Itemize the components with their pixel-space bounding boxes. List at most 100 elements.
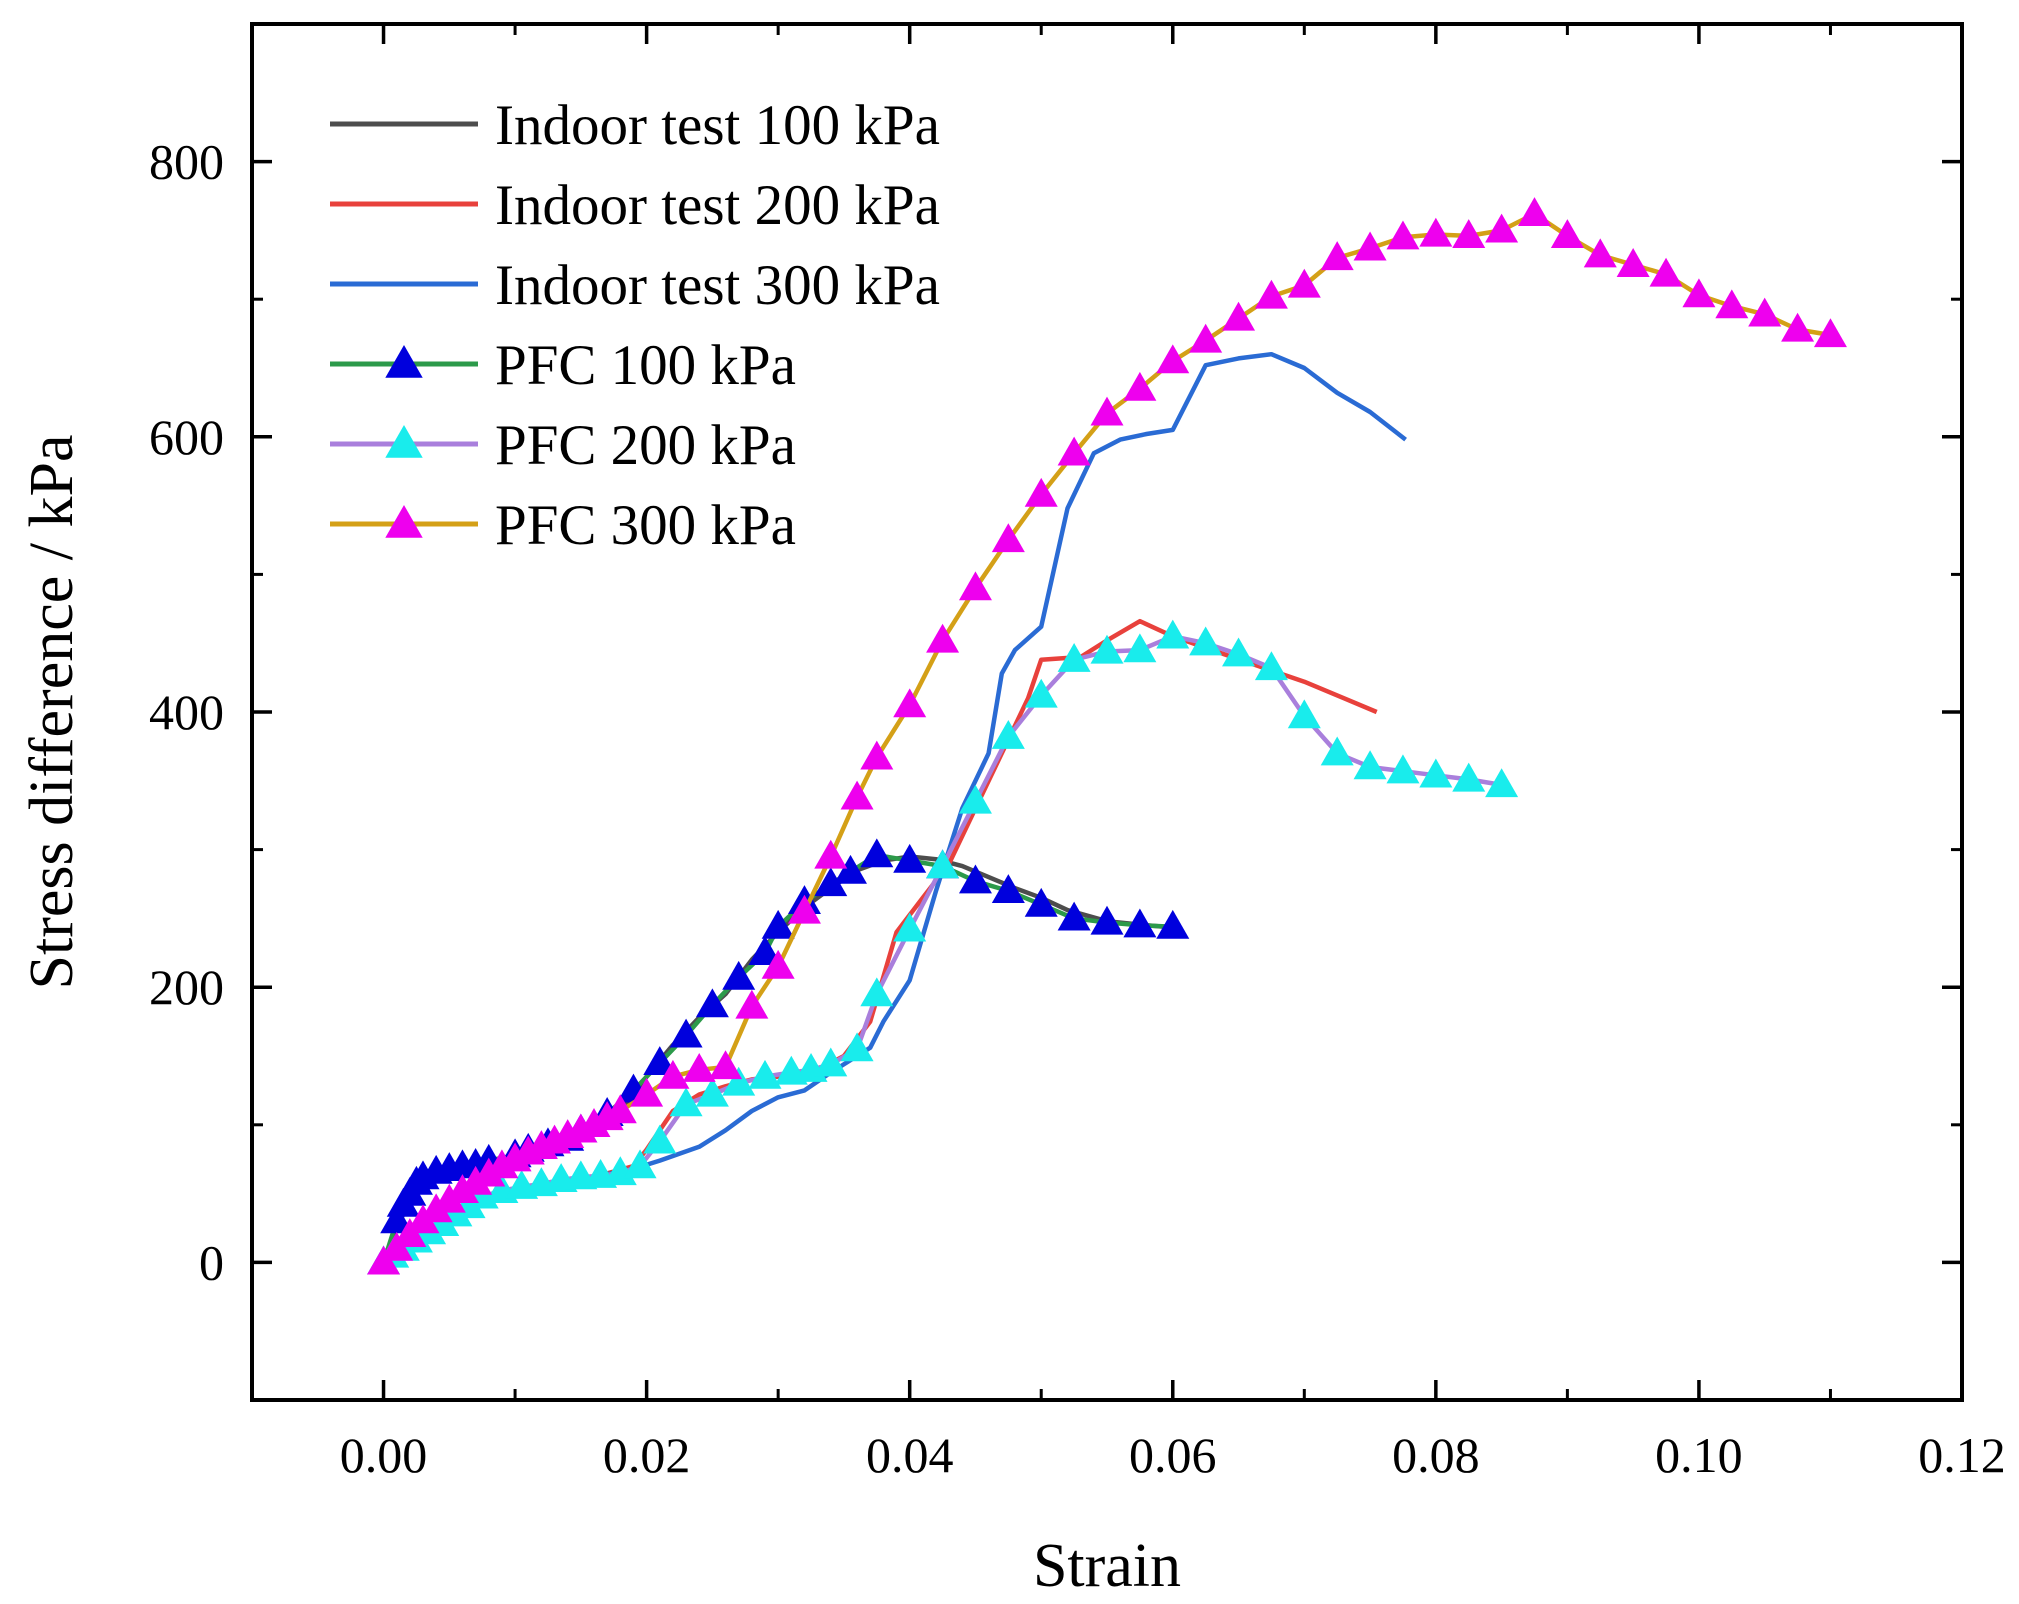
x-tick-label: 0.12 xyxy=(1918,1427,2006,1483)
data-point-marker xyxy=(656,1059,690,1089)
data-point-marker xyxy=(669,1018,703,1048)
data-point-marker xyxy=(1254,651,1288,681)
legend-label: Indoor test 100 kPa xyxy=(495,94,940,157)
data-point-marker xyxy=(814,839,848,869)
legend-swatch-marker xyxy=(385,505,423,538)
data-point-marker xyxy=(1485,768,1519,798)
data-point-marker xyxy=(1320,736,1354,766)
axis-tick-labels: 0.00 0.02 0.04 0.06 0.08 0.10 0.12 0 200 400 600 80… xyxy=(149,134,2006,1483)
data-point-marker xyxy=(1386,220,1420,250)
data-point-marker xyxy=(1320,241,1354,271)
data-point-marker xyxy=(860,977,894,1007)
legend-label: Indoor test 200 kPa xyxy=(495,174,940,237)
data-point-marker xyxy=(1485,213,1519,243)
legend-item: Indoor test 100 kPa xyxy=(330,94,940,157)
series-line xyxy=(382,351,1407,1265)
data-point-marker xyxy=(814,1047,848,1077)
data-point-marker xyxy=(1189,323,1223,353)
data-point-marker xyxy=(1123,633,1157,663)
data-point-marker xyxy=(814,867,848,897)
data-point-marker xyxy=(1156,619,1190,649)
data-point-marker xyxy=(380,1204,414,1234)
y-tick-label: 200 xyxy=(149,959,224,1015)
data-point-marker xyxy=(643,1046,677,1076)
data-point-marker xyxy=(1222,637,1256,667)
data-point-marker xyxy=(1353,231,1387,261)
data-point-marker xyxy=(1452,219,1486,249)
x-tick-label: 0.00 xyxy=(340,1427,428,1483)
data-point-marker xyxy=(1287,699,1321,729)
series-pfc-300-kpa xyxy=(367,197,1847,1275)
legend-item: PFC 100 kPa xyxy=(330,334,796,397)
data-point-marker xyxy=(1518,197,1551,227)
data-point-marker xyxy=(1715,289,1749,319)
data-point-marker xyxy=(958,571,992,601)
legend: Indoor test 100 kPa Indoor test 200 kPa In… xyxy=(330,94,940,557)
x-tick-label: 0.04 xyxy=(866,1427,954,1483)
legend-swatch-marker xyxy=(385,425,423,458)
series-indoor-test-300-kpa xyxy=(382,351,1407,1265)
data-point-marker xyxy=(893,912,927,942)
data-point-marker xyxy=(1156,344,1190,374)
legend-item: PFC 300 kPa xyxy=(330,494,796,557)
data-point-marker xyxy=(682,1053,716,1082)
legend-label: PFC 200 kPa xyxy=(495,414,796,477)
x-axis-title: Strain xyxy=(1033,1532,1181,1600)
data-point-marker xyxy=(695,988,729,1018)
data-point-marker xyxy=(459,1165,493,1195)
data-point-marker xyxy=(958,784,992,814)
data-point-marker xyxy=(1452,762,1486,792)
data-point-marker xyxy=(735,989,769,1019)
data-point-marker xyxy=(1419,758,1453,788)
data-point-marker xyxy=(834,854,867,884)
data-point-marker xyxy=(761,949,795,979)
data-point-marker xyxy=(1353,750,1387,780)
data-point-marker xyxy=(840,780,874,810)
data-point-marker xyxy=(1090,396,1124,426)
data-point-marker xyxy=(1419,217,1453,247)
data-point-marker xyxy=(623,1149,657,1179)
legend-swatch-marker xyxy=(385,345,423,378)
data-point-marker xyxy=(1057,642,1091,672)
y-tick-label: 800 xyxy=(149,134,224,190)
legend-item: PFC 200 kPa xyxy=(330,414,796,477)
data-point-marker xyxy=(1024,678,1058,708)
data-point-marker xyxy=(603,1094,637,1124)
data-point-marker xyxy=(1090,634,1124,664)
data-point-marker xyxy=(1616,248,1650,277)
series-indoor-test-200-kpa xyxy=(382,618,1378,1265)
data-point-marker xyxy=(1189,626,1223,656)
data-point-marker xyxy=(669,1087,703,1117)
data-point-marker xyxy=(1123,371,1157,401)
x-tick-label: 0.06 xyxy=(1129,1427,1217,1483)
data-point-marker xyxy=(926,849,960,879)
data-point-marker xyxy=(695,1077,729,1107)
data-point-marker xyxy=(722,960,756,990)
data-point-marker xyxy=(709,1050,743,1080)
data-point-marker xyxy=(840,1032,874,1062)
data-point-marker xyxy=(1123,908,1157,938)
y-tick-label: 600 xyxy=(149,409,224,465)
data-point-marker xyxy=(1090,905,1124,935)
data-point-marker xyxy=(1386,754,1420,784)
series-pfc-100-kpa xyxy=(367,838,1190,1275)
legend-item: Indoor test 300 kPa xyxy=(330,254,940,317)
x-tick-label: 0.08 xyxy=(1392,1427,1480,1483)
y-tick-label: 400 xyxy=(149,684,224,740)
data-point-marker xyxy=(445,1174,479,1203)
data-point-marker xyxy=(991,874,1025,904)
axis-ticks xyxy=(252,24,1964,1400)
data-point-marker xyxy=(1583,238,1617,268)
data-point-marker xyxy=(991,720,1025,749)
data-point-marker xyxy=(761,909,795,939)
series-line xyxy=(382,618,1378,1265)
x-tick-label: 0.10 xyxy=(1655,1427,1743,1483)
data-point-marker xyxy=(893,688,927,718)
data-point-marker xyxy=(926,623,960,653)
data-point-marker xyxy=(1057,436,1091,466)
data-point-marker xyxy=(748,936,782,965)
data-point-marker xyxy=(1550,219,1584,249)
data-point-marker xyxy=(630,1077,664,1107)
data-point-marker xyxy=(1156,909,1190,939)
data-point-marker xyxy=(472,1157,506,1187)
